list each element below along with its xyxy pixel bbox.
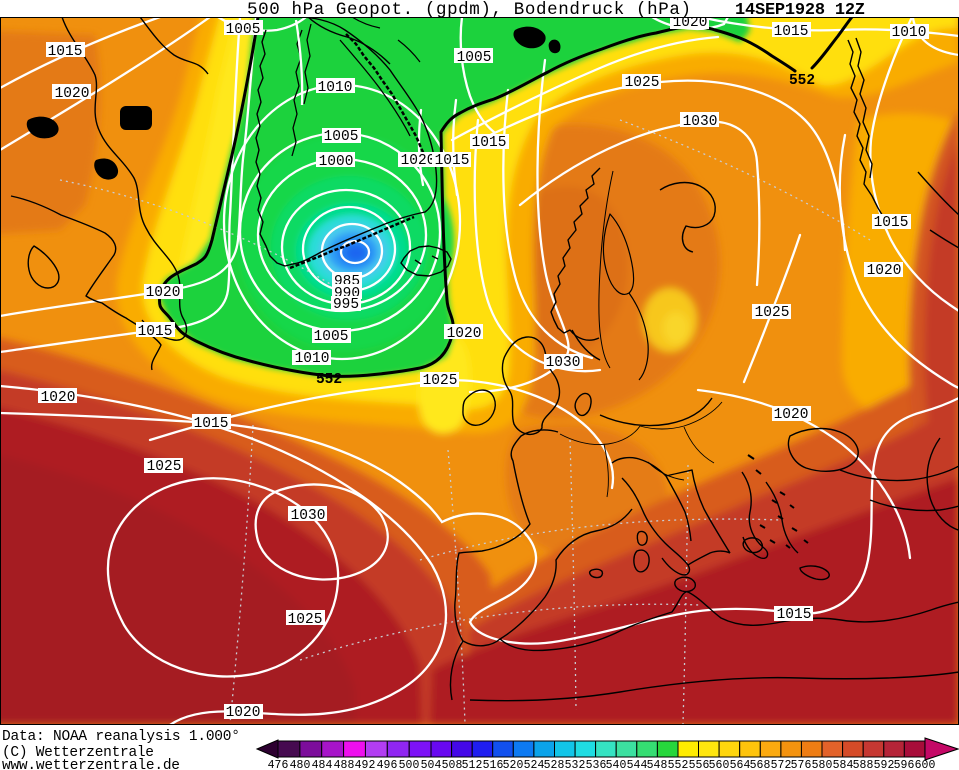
svg-text:540: 540 [606,759,627,770]
svg-text:564: 564 [730,759,751,770]
svg-text:1010: 1010 [892,25,927,41]
svg-text:1005: 1005 [457,50,492,66]
svg-text:1020: 1020 [447,326,482,342]
svg-text:14SEP1928 12Z: 14SEP1928 12Z [735,1,865,20]
svg-text:1020: 1020 [774,407,809,423]
svg-text:592: 592 [874,759,895,770]
svg-text:544: 544 [627,759,648,770]
svg-text:500: 500 [399,759,420,770]
svg-text:1030: 1030 [546,355,581,371]
svg-text:600: 600 [915,759,936,770]
svg-text:528: 528 [544,759,565,770]
svg-text:520: 520 [503,759,524,770]
svg-text:516: 516 [483,759,504,770]
svg-text:552: 552 [789,73,815,89]
svg-text:1000: 1000 [319,154,354,170]
svg-text:1020: 1020 [146,285,181,301]
svg-text:572: 572 [771,759,792,770]
svg-text:548: 548 [647,759,668,770]
svg-text:www.wetterzentrale.de: www.wetterzentrale.de [2,758,180,770]
svg-text:576: 576 [791,759,812,770]
svg-text:1025: 1025 [288,612,323,628]
svg-text:524: 524 [524,759,545,770]
svg-text:(C) Wetterzentrale: (C) Wetterzentrale [2,745,154,761]
svg-text:504: 504 [421,759,442,770]
svg-text:1010: 1010 [295,351,330,367]
svg-text:596: 596 [894,759,915,770]
svg-text:1015: 1015 [774,24,809,40]
svg-text:1015: 1015 [48,44,83,60]
svg-text:1005: 1005 [226,22,261,38]
svg-text:1020: 1020 [673,15,708,31]
svg-text:488: 488 [334,759,355,770]
svg-text:1020: 1020 [867,263,902,279]
svg-text:1030: 1030 [683,114,718,130]
svg-text:568: 568 [750,759,771,770]
svg-text:552: 552 [316,372,342,388]
svg-text:580: 580 [812,759,833,770]
svg-text:556: 556 [689,759,710,770]
svg-text:1015: 1015 [138,324,173,340]
svg-text:1020: 1020 [41,390,76,406]
svg-text:1025: 1025 [423,373,458,389]
svg-text:536: 536 [586,759,607,770]
svg-text:484: 484 [312,759,333,770]
svg-text:560: 560 [709,759,730,770]
svg-text:552: 552 [668,759,689,770]
svg-text:532: 532 [565,759,586,770]
svg-text:Data: NOAA reanalysis 1.000°: Data: NOAA reanalysis 1.000° [2,729,240,745]
svg-text:480: 480 [290,759,311,770]
svg-text:492: 492 [355,759,376,770]
svg-text:1030: 1030 [291,508,326,524]
svg-text:1005: 1005 [314,329,349,345]
svg-text:1020: 1020 [226,705,261,721]
svg-text:512: 512 [462,759,483,770]
svg-text:1015: 1015 [435,153,470,169]
svg-text:1020: 1020 [55,86,90,102]
svg-text:500 hPa Geopot. (gpdm), Bodend: 500 hPa Geopot. (gpdm), Bodendruck (hPa) [247,0,691,20]
svg-text:1005: 1005 [324,129,359,145]
svg-text:1015: 1015 [472,135,507,151]
svg-text:1015: 1015 [777,607,812,623]
svg-text:508: 508 [442,759,463,770]
svg-text:476: 476 [268,759,289,770]
svg-text:1025: 1025 [625,75,660,91]
svg-text:584: 584 [833,759,854,770]
svg-text:496: 496 [377,759,398,770]
svg-text:1025: 1025 [755,305,790,321]
svg-text:1015: 1015 [874,215,909,231]
svg-text:1010: 1010 [318,80,353,96]
svg-text:1015: 1015 [194,416,229,432]
svg-text:1025: 1025 [147,459,182,475]
svg-text:1020: 1020 [401,153,436,169]
svg-text:588: 588 [853,759,874,770]
svg-text:995: 995 [333,297,359,313]
